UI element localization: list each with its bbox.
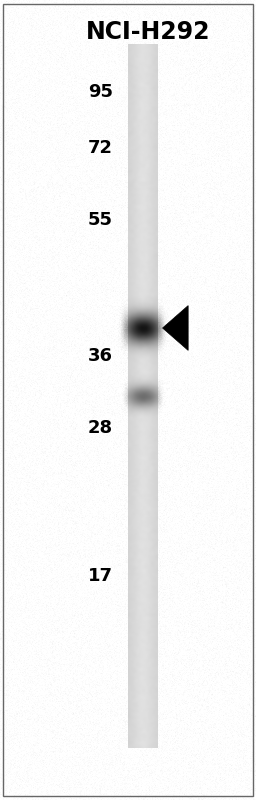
Text: 36: 36	[88, 347, 113, 365]
Text: 28: 28	[88, 419, 113, 437]
Polygon shape	[163, 306, 188, 350]
Text: 72: 72	[88, 139, 113, 157]
Text: 17: 17	[88, 567, 113, 585]
Text: 55: 55	[88, 211, 113, 229]
Text: 95: 95	[88, 83, 113, 101]
Text: NCI-H292: NCI-H292	[86, 20, 211, 44]
